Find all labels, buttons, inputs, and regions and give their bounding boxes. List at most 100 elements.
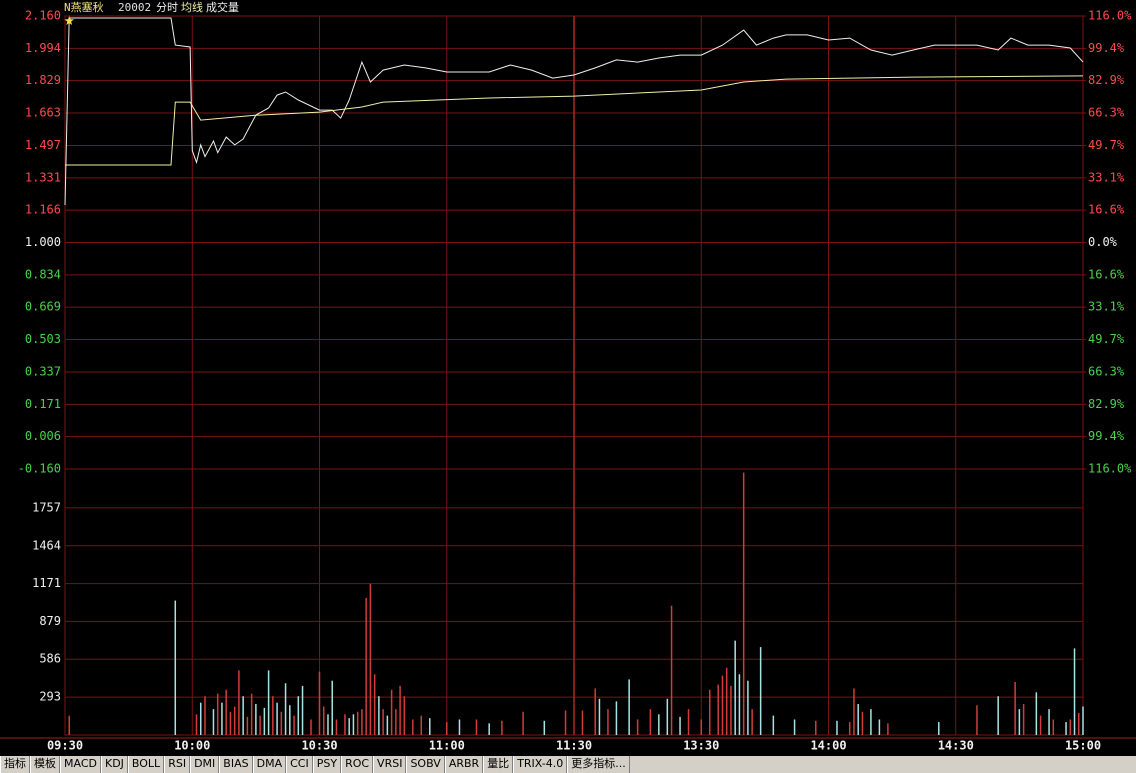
volume-bar [263,707,266,735]
toolbar-tab[interactable]: SOBV [406,756,445,773]
volume-bar [348,718,350,735]
volume-bar [522,711,524,735]
toolbar-tab[interactable]: BIAS [219,756,253,773]
legend-price: 分时 [156,1,178,14]
y2-tick-label: 49.7% [1088,138,1125,152]
stock-code: 20002 [118,1,151,14]
volume-bar [708,689,711,735]
toolbar-tab[interactable]: PSY [312,756,342,773]
volume-bar [717,684,719,735]
x-tick-label: 11:30 [556,739,592,753]
volume-bar [280,711,283,735]
toolbar-tab[interactable]: KDJ [100,756,128,773]
volume-bar [1035,692,1038,735]
volume-bar [1039,715,1042,735]
volume-bar [420,715,423,735]
toolbar-tab[interactable]: BOLL [127,756,165,773]
volume-bar [204,696,206,735]
y2-tick-label: 82.9% [1088,397,1125,411]
volume-bar [229,711,232,735]
y2-tick-label: 66.3% [1088,106,1125,120]
volume-bar [1014,682,1016,735]
y-tick-label: -0.160 [18,462,61,476]
volume-bar [772,715,775,735]
volume-bar [1069,719,1072,735]
x-tick-label: 10:30 [301,739,337,753]
toolbar-tab[interactable]: 更多指标... [567,756,630,773]
x-tick-label: 14:30 [938,739,974,753]
volume-bar [382,709,384,735]
volume-bar [793,719,796,735]
volume-bar [429,718,431,735]
volume-bar [730,685,732,735]
chart: N燕塞秋 20002 分时 均线 成交量 2.160 1.994 1.829 1.66… [0,0,1136,753]
y2-tick-label: 116.0% [1088,462,1132,476]
toolbar-tab[interactable]: ARBR [444,756,484,773]
volume-bar [68,715,70,735]
toolbar-tab[interactable]: TRIX-4.0 [513,756,568,773]
toolbar-tab[interactable]: 模板 [30,756,60,773]
volume-bar [759,647,762,735]
volume-bar [344,714,346,735]
volume-bar [734,640,736,735]
toolbar-tab[interactable]: ROC [341,756,374,773]
y-tick-label: 1.829 [25,73,61,87]
toolbar-tab[interactable]: 量比 [483,756,514,773]
volume-bar [581,710,584,735]
y-tick-label: 1.331 [25,170,61,184]
volume-bar [216,693,219,735]
volume-bar [1082,706,1084,735]
y-tick-label: 586 [39,652,61,666]
toolbar-tab[interactable]: MACD [60,756,101,773]
toolbar-tab[interactable]: VRSI [373,756,407,773]
volume-bar [1073,648,1076,735]
volume-bar [687,709,690,735]
y-tick-label: 0.669 [25,300,61,314]
legend-average: 均线 [181,0,203,14]
volume-bar [310,719,312,735]
volume-bar [488,723,490,735]
volume-bar [301,685,304,735]
volume-bar [246,716,249,735]
y-tick-label: 1464 [32,538,61,552]
volume-bar [1048,709,1050,735]
volume-bar [233,706,236,735]
toolbar-tab[interactable]: DMI [190,756,220,773]
volume-bar [331,680,333,735]
legend-volume: 成交量 [206,0,239,14]
volume-bar [378,696,380,735]
volume-bar [870,709,872,735]
toolbar-tab[interactable]: CCI [286,756,313,773]
y-tick-label: 1.994 [25,41,61,55]
toolbar-tab[interactable]: 指标 [0,756,30,773]
x-tick-label: 10:00 [174,739,210,753]
y2-tick-label: 16.6% [1088,267,1125,281]
volume-bar [412,719,414,735]
volume-bar [267,670,270,735]
volume-bar [327,714,329,735]
volume-bar [836,720,838,735]
toolbar-tab[interactable]: DMA [252,756,287,773]
volume-bar [365,597,367,735]
y2-tick-label: 49.7% [1088,332,1125,346]
toolbar-tab[interactable]: RSI [164,756,191,773]
stock-name: N燕塞秋 [64,0,104,14]
volume-bar [322,706,325,735]
y-tick-label: 0.006 [25,429,61,443]
volume-bar [658,714,660,735]
x-tick-label: 14:00 [810,739,846,753]
start-marker [64,16,74,25]
volume-bar [1018,709,1021,735]
y-tick-label: 1171 [32,576,61,590]
volume-bar [395,709,397,735]
y-tick-label: 0.503 [25,332,61,346]
volume-bar [255,703,257,735]
volume-bar [679,716,681,735]
volume-bar [725,667,728,735]
y2-tick-label: 33.1% [1088,170,1125,184]
volume-bar [564,710,567,735]
toolbar: 指标 模板 MACD KDJ BOLL RSI DMI BIAS DMA CCI PSY ROC VRS… [0,756,1136,773]
volume-bar [815,720,817,735]
volume-bar [225,689,227,735]
